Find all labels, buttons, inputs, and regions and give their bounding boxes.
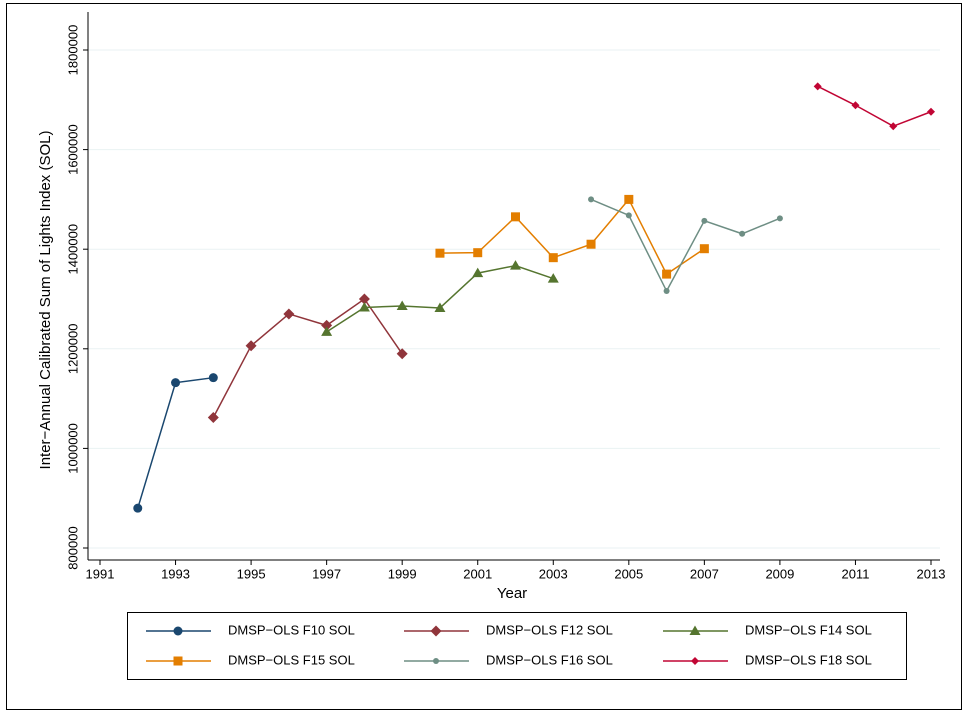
point — [473, 248, 483, 258]
x-tick-label: 1999 — [388, 566, 417, 581]
point — [625, 212, 632, 219]
point — [588, 196, 595, 203]
point — [662, 269, 672, 279]
point — [208, 373, 218, 383]
x-tick-label: 2009 — [765, 566, 794, 581]
legend-label: DMSP−OLS F16 SOL — [486, 652, 613, 667]
legend-label: DMSP−OLS F10 SOL — [228, 622, 355, 637]
point — [283, 308, 295, 320]
series-line — [590, 198, 781, 293]
x-tick-label: 2013 — [917, 566, 946, 581]
x-tick-label: 1995 — [237, 566, 266, 581]
point — [663, 288, 670, 295]
point — [699, 244, 709, 254]
point — [434, 302, 446, 312]
y-tick-label: 1600000 — [65, 124, 80, 175]
y-tick-label: 1200000 — [65, 323, 80, 374]
point — [927, 107, 935, 116]
point — [435, 248, 445, 258]
x-tick-label: 2003 — [539, 566, 568, 581]
x-tick-label: 2001 — [463, 566, 492, 581]
point — [889, 122, 898, 131]
series-line — [212, 297, 403, 418]
point — [510, 260, 521, 270]
y-axis-title: Inter−Annual Calibrated Sum of Lights In… — [37, 131, 54, 470]
legend-marker — [430, 625, 442, 637]
point — [548, 253, 558, 263]
x-tick-label: 1997 — [312, 566, 341, 581]
point — [511, 212, 520, 222]
y-tick-label: 1000000 — [65, 423, 80, 474]
point — [321, 319, 333, 331]
point — [813, 82, 822, 91]
point — [245, 340, 257, 352]
legend-marker — [173, 656, 183, 666]
point — [358, 293, 370, 305]
legend-marker — [433, 658, 439, 664]
point — [472, 267, 484, 278]
legend-label: DMSP−OLS F15 SOL — [228, 652, 355, 667]
x-tick-label: 1991 — [86, 566, 115, 581]
point — [396, 300, 408, 310]
legend-marker — [689, 625, 701, 635]
x-tick-label: 1993 — [161, 566, 190, 581]
y-tick-label: 1800000 — [65, 25, 80, 76]
point — [851, 101, 860, 110]
legend-label: DMSP−OLS F14 SOL — [745, 622, 872, 637]
point — [396, 348, 408, 360]
frame — [6, 3, 962, 710]
point — [624, 194, 634, 204]
x-tick-label: 2011 — [841, 566, 869, 581]
legend-marker — [691, 657, 699, 665]
legend-label: DMSP−OLS F12 SOL — [486, 622, 613, 637]
y-tick-label: 1400000 — [65, 224, 80, 275]
x-tick-label: 2007 — [690, 566, 719, 581]
y-tick-label: 800000 — [65, 526, 80, 569]
point — [701, 217, 708, 224]
point — [586, 239, 596, 249]
legend-marker — [173, 626, 183, 636]
series-line — [439, 198, 705, 276]
legend — [127, 612, 907, 680]
point — [739, 230, 746, 237]
point — [776, 215, 783, 222]
series-line — [817, 85, 932, 128]
point — [207, 412, 219, 424]
point — [358, 301, 370, 312]
point — [321, 326, 333, 336]
point — [171, 378, 181, 388]
x-tick-label: 2005 — [614, 566, 643, 581]
legend-label: DMSP−OLS F18 SOL — [745, 652, 872, 667]
point — [133, 503, 143, 513]
point — [547, 273, 559, 283]
x-axis-title: Year — [497, 585, 527, 602]
